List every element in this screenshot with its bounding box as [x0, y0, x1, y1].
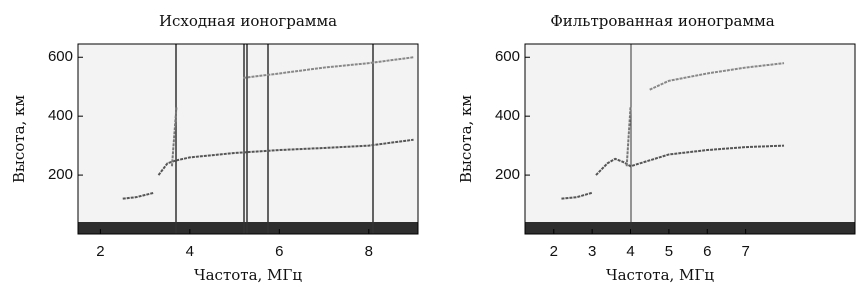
x-tick-label: 6	[703, 243, 711, 260]
y-tick-label: 600	[48, 48, 73, 65]
page: Исходная ионограмма Частота, МГц Высота, к…	[0, 0, 856, 291]
y-tick-label: 600	[495, 48, 520, 65]
y-tick-label: 400	[495, 107, 520, 124]
chart-title: Исходная ионограмма	[159, 12, 337, 30]
x-tick-label: 8	[365, 243, 373, 260]
x-tick-label: 7	[741, 243, 749, 260]
plot-background	[78, 44, 418, 234]
x-tick-label: 2	[550, 243, 558, 260]
y-tick-label: 200	[48, 166, 73, 183]
x-axis-label: Частота, МГц	[194, 266, 302, 284]
y-tick-label: 400	[48, 107, 73, 124]
x-axis-label: Частота, МГц	[606, 266, 714, 284]
x-tick-label: 3	[588, 243, 596, 260]
x-tick-label: 5	[665, 243, 673, 260]
chart-title: Фильтрованная ионограмма	[550, 12, 774, 30]
x-tick-label: 6	[275, 243, 283, 260]
plot-background	[525, 44, 855, 234]
ground-clutter	[525, 222, 855, 234]
y-axis-label: Высота, км	[457, 95, 475, 184]
ground-clutter	[78, 222, 418, 234]
y-tick-label: 200	[495, 166, 520, 183]
x-tick-label: 4	[626, 243, 634, 260]
x-tick-label: 4	[186, 243, 194, 260]
y-axis-label: Высота, км	[10, 95, 28, 184]
x-tick-label: 2	[96, 243, 104, 260]
